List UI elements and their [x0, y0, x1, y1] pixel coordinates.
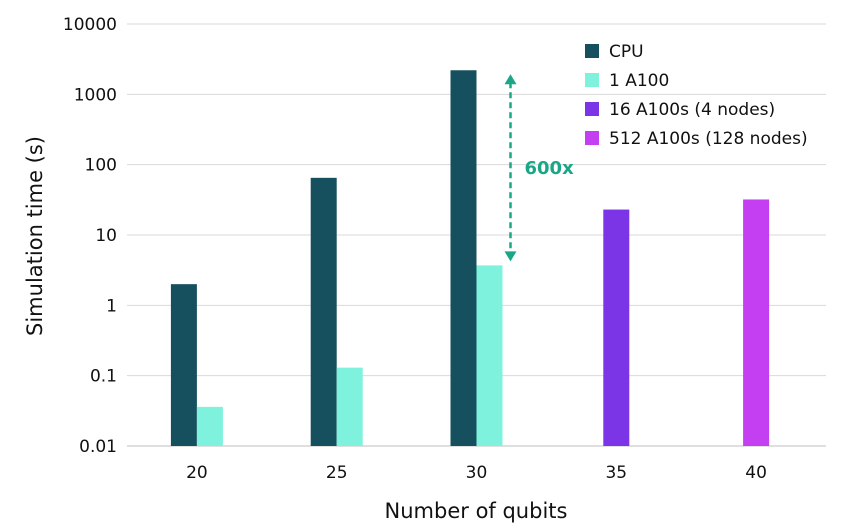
y-tick-label: 1 [106, 296, 117, 316]
bar-cpu-25 [310, 177, 337, 447]
legend-label: CPU [609, 42, 644, 62]
x-axis-title: Number of qubits [385, 499, 568, 523]
bar-cpu-30 [450, 70, 477, 446]
bar-1-a100-20 [196, 406, 223, 446]
y-tick-label: 10 [95, 226, 117, 246]
x-tick-label: 25 [326, 463, 348, 483]
bar-512-a100s-128-nodes-40 [743, 199, 770, 446]
y-tick-label: 0.1 [90, 367, 117, 387]
legend-swatch [585, 102, 599, 116]
x-tick-label: 20 [186, 463, 208, 483]
legend-label: 512 A100s (128 nodes) [609, 129, 808, 149]
y-tick-label: 1000 [74, 85, 117, 105]
legend: CPU 1 A100 16 A100s (4 nodes) 512 A100s (12… [585, 42, 808, 149]
bar-16-a100s-4-nodes-35 [603, 209, 630, 446]
x-tick-labels: 20 25 30 35 40 [186, 463, 767, 483]
speedup-arrow-head-down [504, 251, 517, 262]
legend-swatch [585, 131, 599, 145]
y-tick-label: 10000 [63, 15, 117, 35]
annotations: 600x [504, 74, 575, 262]
legend-swatch [585, 73, 599, 87]
bar-1-a100-25 [336, 367, 363, 446]
legend-label: 1 A100 [609, 71, 669, 91]
bar-1-a100-30 [476, 265, 503, 446]
x-tick-label: 40 [745, 463, 767, 483]
bars [170, 70, 770, 447]
y-axis-title: Simulation time (s) [23, 136, 47, 336]
legend-swatch [585, 44, 599, 58]
y-tick-label: 0.01 [79, 437, 117, 457]
bar-cpu-20 [170, 284, 197, 446]
y-tick-labels: 10000 1000 100 10 1 0.1 0.01 [63, 15, 117, 457]
legend-label: 16 A100s (4 nodes) [609, 100, 775, 120]
x-tick-label: 30 [466, 463, 488, 483]
y-tick-label: 100 [85, 156, 117, 176]
x-tick-label: 35 [605, 463, 627, 483]
speedup-arrow-head-up [504, 74, 517, 85]
speedup-annotation: 600x [525, 158, 575, 179]
